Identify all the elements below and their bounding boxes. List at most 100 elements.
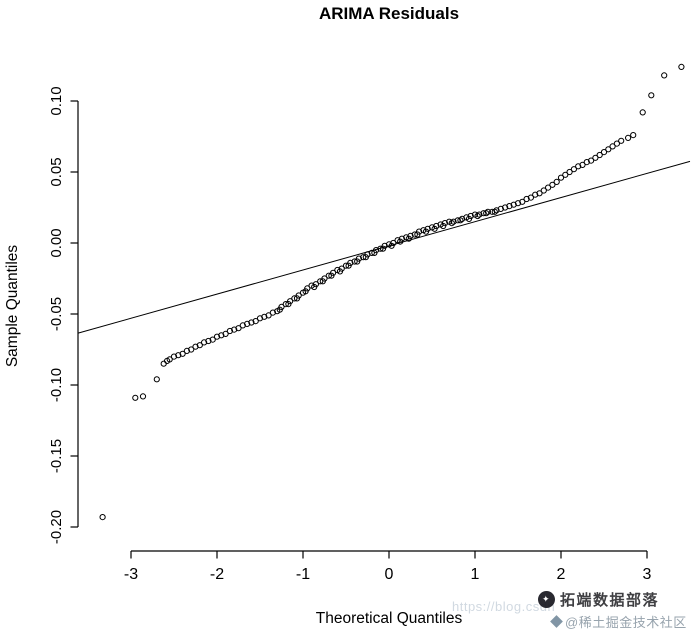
qq-point [317, 278, 324, 285]
watermark-brand-text: 拓端数据部落 [560, 592, 660, 609]
qq-point [588, 157, 595, 164]
qq-point [328, 272, 335, 279]
qq-point [457, 217, 464, 224]
qq-point [575, 163, 582, 170]
qq-point [483, 210, 490, 217]
qq-point [222, 330, 229, 337]
axes: -3 -2 -1 0 1 2 3 0.10 0.05 0.00 -0.05 -0.10 -0.15 -0.… [48, 86, 652, 583]
qq-point [252, 318, 259, 325]
qq-point [325, 272, 332, 279]
reference-line-layer [77, 160, 691, 334]
qq-point [319, 278, 326, 285]
qq-point [209, 336, 216, 343]
qq-point [179, 350, 186, 357]
qq-point [99, 514, 106, 521]
qq-point [566, 168, 573, 176]
qq-point [540, 187, 547, 194]
chart-title: ARIMA Residuals [319, 4, 459, 23]
qq-point [625, 134, 632, 141]
qq-point [411, 231, 418, 238]
qq-point [291, 295, 298, 302]
qq-reference-line [77, 160, 691, 334]
qq-point [170, 353, 178, 360]
qq-point [678, 63, 685, 71]
qq-point [497, 205, 504, 212]
qq-point [213, 333, 221, 340]
qq-point [431, 225, 438, 232]
qq-point [282, 301, 289, 308]
y-tick-label: -0.15 [48, 439, 65, 473]
y-tick-label: -0.05 [48, 297, 65, 331]
watermark-url: https://blog.csdn [452, 599, 556, 614]
qq-point [175, 352, 182, 359]
qq-point [596, 151, 603, 159]
qq-point [269, 309, 276, 316]
qq-point [630, 132, 637, 139]
y-tick-label: 0.00 [48, 228, 65, 257]
x-tick-label: 1 [471, 566, 480, 583]
x-tick-label: -1 [296, 566, 310, 583]
qq-point [235, 325, 242, 332]
watermark-community-text: @稀土掘金技术社区 [565, 615, 687, 630]
qq-point [523, 195, 530, 203]
qq-point [553, 178, 560, 185]
x-tick-label: 0 [385, 566, 394, 583]
qq-point [188, 346, 195, 353]
qq-point [613, 140, 621, 147]
qq-point [360, 254, 367, 261]
x-tick-label: -2 [210, 566, 224, 583]
qq-point [450, 218, 457, 225]
qq-point [592, 154, 599, 161]
qq-point [454, 217, 461, 224]
qq-point [661, 72, 668, 79]
qq-point [248, 319, 255, 326]
qq-point [440, 222, 447, 230]
x-tick-label: -3 [124, 566, 138, 583]
qq-point [545, 184, 552, 191]
qq-point [519, 198, 526, 205]
qq-point [132, 394, 139, 401]
qq-point [293, 295, 301, 302]
qq-point [205, 337, 212, 345]
qq-point [231, 326, 238, 333]
qq-point [474, 212, 481, 220]
qq-point [183, 347, 190, 354]
x-tick-label: 3 [643, 566, 652, 583]
juejin-logo-icon [550, 615, 563, 628]
qq-point [618, 137, 625, 144]
qq-points-layer [99, 63, 685, 521]
qq-point [302, 288, 309, 295]
qq-point [276, 306, 283, 313]
qq-point [244, 320, 251, 327]
qq-point [600, 149, 608, 156]
y-tick-label: 0.10 [48, 86, 65, 115]
qq-point [605, 146, 612, 153]
qq-point [422, 228, 430, 235]
qq-point [639, 109, 646, 116]
watermark-community: @稀土掘金技术社区 [550, 612, 687, 631]
tuoduan-logo-icon: ✦ [538, 591, 555, 608]
qq-point [491, 208, 498, 215]
qq-point [484, 208, 491, 215]
qq-point [506, 203, 513, 210]
qq-point [448, 220, 455, 227]
qq-point [139, 393, 147, 400]
y-tick-label: -0.10 [48, 368, 65, 402]
qq-point [405, 235, 412, 242]
qq-point [414, 231, 421, 238]
qq-point [201, 339, 208, 346]
y-tick-label: -0.20 [48, 510, 65, 544]
qq-point [579, 161, 586, 168]
x-axis-label: Theoretical Quantiles [316, 610, 463, 627]
qq-point [465, 215, 473, 222]
qq-point [362, 254, 369, 261]
qq-point [153, 376, 160, 383]
x-tick-label: 2 [557, 566, 566, 583]
qq-point [609, 143, 616, 150]
qq-point [648, 92, 655, 99]
qq-point [536, 190, 543, 197]
y-tick-label: 0.05 [48, 157, 65, 186]
qq-point [336, 268, 344, 275]
qq-point [265, 312, 272, 319]
qq-point [493, 207, 500, 214]
